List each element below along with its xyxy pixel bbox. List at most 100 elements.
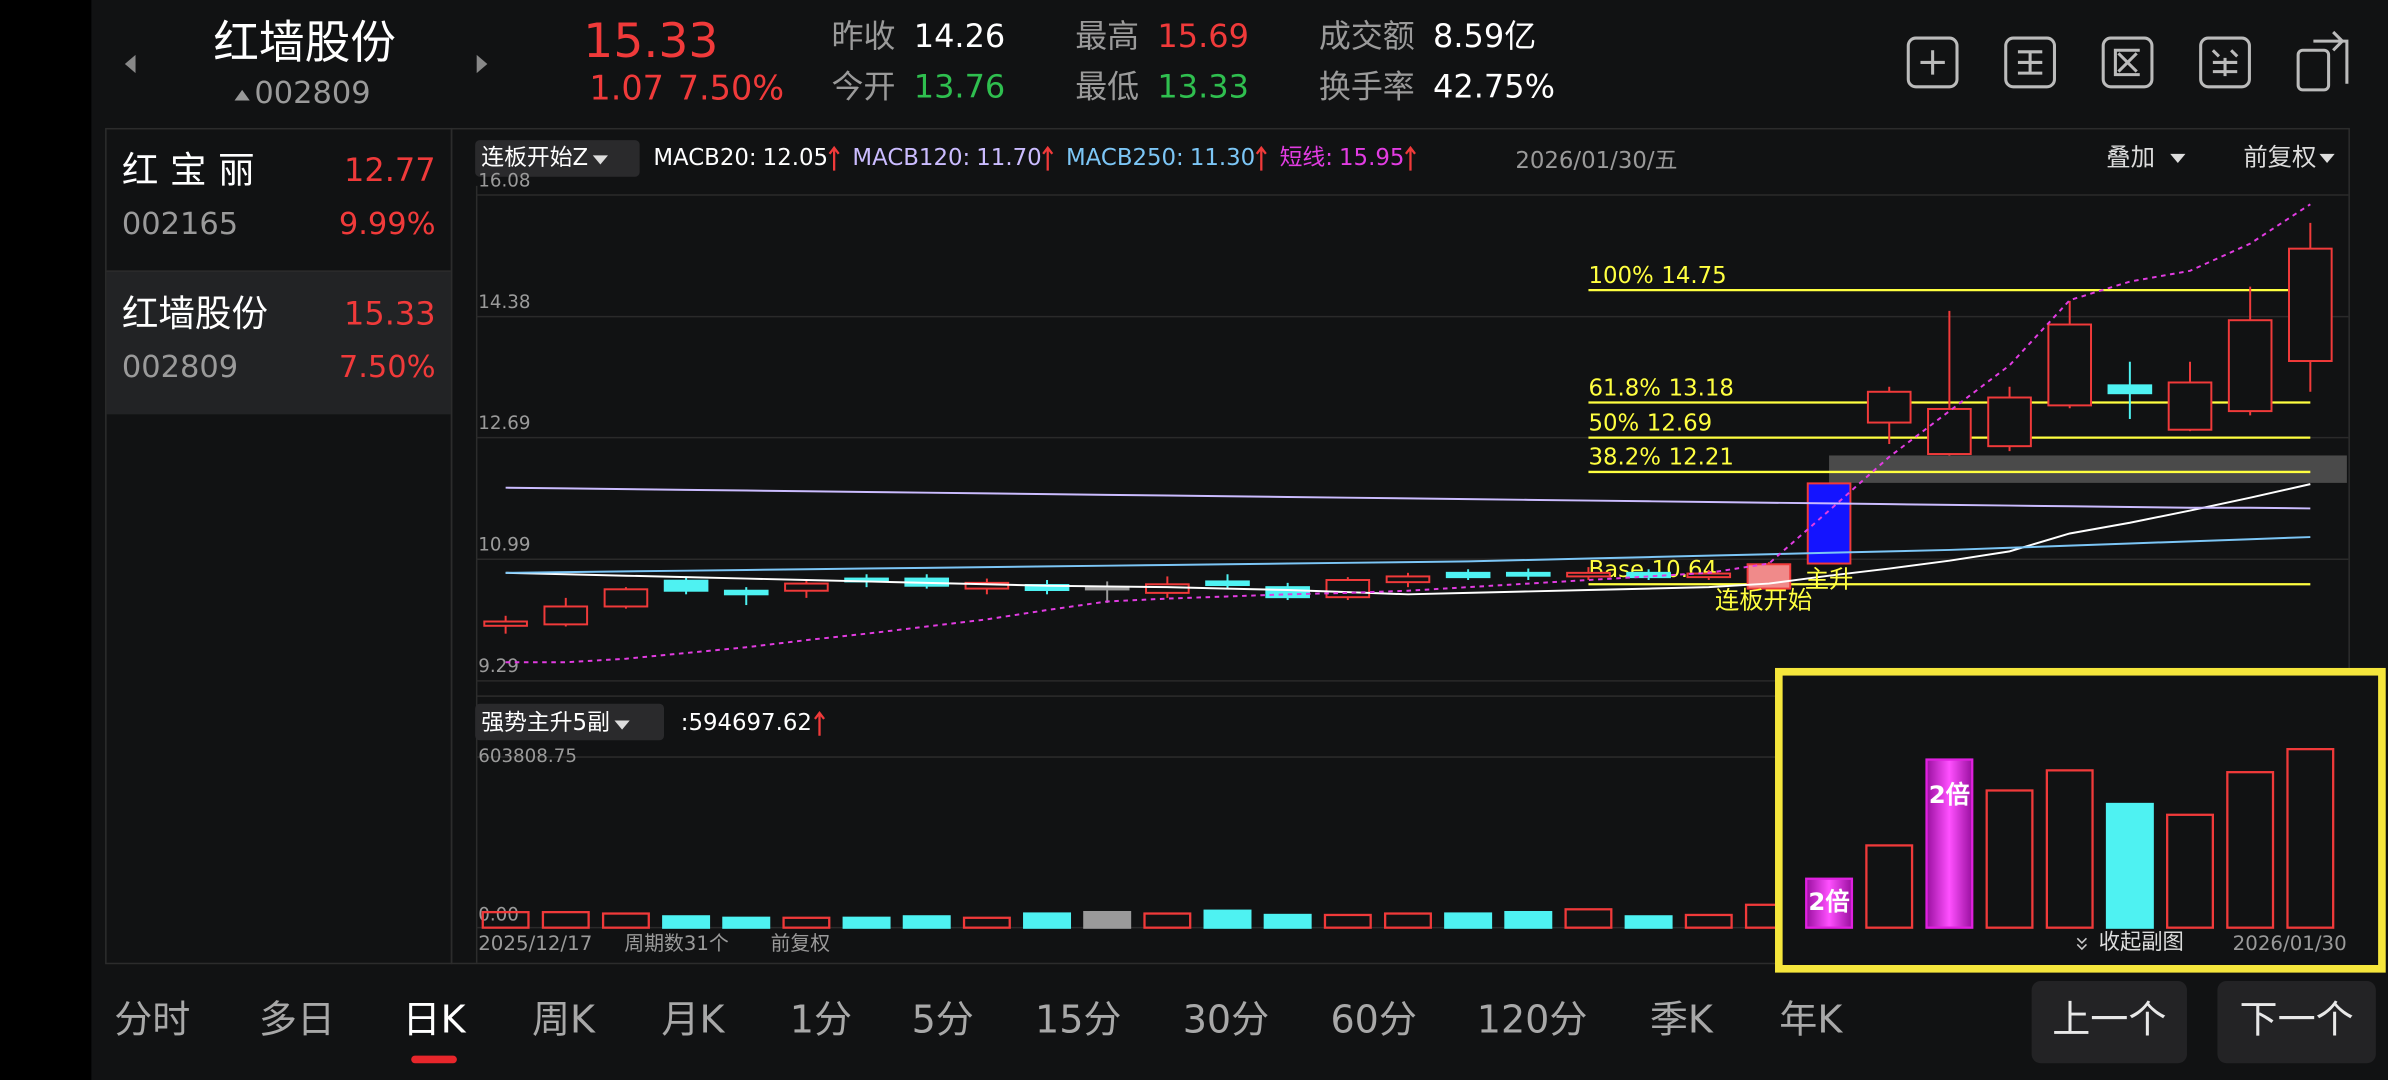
tab[interactable]: 周K (532, 998, 596, 1042)
collapse-label[interactable]: 收起副图 (2099, 930, 2184, 955)
adjust-menu[interactable]: 前复权 (2243, 142, 2316, 171)
ma-line (505, 486, 2311, 510)
volume-bar (722, 916, 771, 929)
stat-label: 最低 (1075, 67, 1139, 105)
indicator-name: 连板开始Z (481, 145, 588, 171)
up-arrow (814, 710, 825, 736)
volume-tick-label: 603808.75 (478, 746, 577, 767)
draw-glyph (2017, 50, 2043, 75)
range-icon[interactable] (2101, 36, 2154, 89)
watch-pct: 9.99% (339, 207, 436, 242)
candle-body (723, 589, 769, 596)
y-tick-label: 9.29 (478, 656, 519, 677)
prev-button-bg[interactable] (2031, 980, 2187, 1064)
next-button-bg[interactable] (2217, 980, 2376, 1064)
volume-bar (1083, 910, 1132, 929)
up-arrow (1255, 145, 1267, 171)
add-icon[interactable] (1906, 36, 1959, 89)
y-tick-label: 14.38 (478, 292, 530, 313)
tab[interactable]: 多日 (259, 998, 335, 1042)
chart-date: 2026/01/30/五 (1515, 148, 1677, 174)
stat-label: 昨收 (832, 17, 896, 55)
candle-body (1686, 572, 1732, 579)
volume-current: :594697.62 (681, 710, 812, 736)
up-arrow (1404, 145, 1416, 171)
tab[interactable]: 1分 (790, 998, 852, 1042)
candle-body (1927, 407, 1972, 456)
stock-code: 002809 (254, 76, 370, 111)
stat-label: 最高 (1075, 17, 1139, 55)
level-value: 10.64 (1652, 557, 1717, 583)
legend-value: 15.95 (1339, 145, 1404, 171)
level-label: 50% (1588, 410, 1639, 436)
tab[interactable]: 5分 (912, 998, 974, 1042)
footer-adjust: 前复权 (771, 932, 831, 955)
tab[interactable]: 年K (1779, 998, 1843, 1042)
phone-icon[interactable] (2296, 48, 2331, 92)
tab[interactable]: 分时 (114, 998, 190, 1042)
stat-value: 14.26 (914, 17, 1006, 55)
watchlist-selected[interactable] (106, 271, 451, 415)
dropdown-caret (592, 155, 608, 165)
legend-name: MACB120: (852, 145, 970, 171)
stat-label: 今开 (832, 67, 896, 105)
y-tick-label: 16.08 (478, 170, 530, 191)
volume-bar (902, 915, 951, 929)
inset-volume-bar (1985, 789, 2034, 929)
tab[interactable]: 120分 (1477, 998, 1588, 1042)
prev-stock-arrow[interactable] (124, 54, 136, 74)
up-arrow (828, 145, 840, 171)
candle-body (1505, 571, 1551, 577)
price: 15.33 (583, 14, 718, 69)
candle-body (1626, 571, 1671, 579)
watch-code: 002809 (122, 350, 238, 385)
tab[interactable]: 15分 (1035, 998, 1121, 1042)
watch-code: 002165 (122, 207, 238, 242)
change: 1.07 (589, 68, 664, 107)
phone-glyph (2313, 30, 2349, 84)
stat-label: 换手率 (1319, 67, 1415, 105)
indicator-select[interactable] (475, 140, 640, 177)
nav-button[interactable]: 上一个 (2052, 998, 2166, 1042)
level-label: Base (1588, 557, 1644, 583)
volume-bar (1203, 909, 1252, 929)
level-value: 14.75 (1661, 263, 1726, 289)
tab[interactable]: 日K (403, 998, 467, 1042)
toolbar (1906, 30, 2349, 92)
inset-volume-bar (2045, 769, 2094, 929)
inset-volume-bar (1865, 844, 1914, 929)
volume-bar (1624, 915, 1673, 929)
volume-indicator-select[interactable] (475, 703, 665, 741)
tab[interactable]: 月K (661, 998, 725, 1042)
volume-bar (1684, 913, 1733, 929)
level-value: 12.21 (1669, 445, 1734, 471)
candle-body (663, 579, 709, 592)
tab[interactable]: 30分 (1183, 998, 1269, 1042)
ma-line (505, 483, 2311, 596)
annotation: 主升 (1805, 564, 1854, 593)
range-glyph (2113, 48, 2140, 77)
y-tick-label: 12.69 (478, 413, 530, 434)
next-stock-arrow[interactable] (476, 54, 488, 74)
tab[interactable]: 季K (1650, 998, 1714, 1042)
inset-volume-bar (2166, 813, 2215, 929)
active-tab-underline (411, 1055, 457, 1064)
inset-volume-bar (1805, 877, 1854, 929)
volume-tick-label: 0.00 (478, 904, 519, 925)
volume-bar (1143, 912, 1192, 929)
volume-bar (962, 916, 1011, 929)
stat-value: 13.33 (1157, 67, 1249, 105)
nav-button[interactable]: 下一个 (2240, 998, 2354, 1042)
chips-icon[interactable] (2199, 36, 2251, 89)
inset-volume-bar (2105, 802, 2154, 929)
legend-name: MACB250: (1066, 145, 1184, 171)
overlay-menu[interactable]: 叠加 (2106, 142, 2155, 171)
tab[interactable]: 60分 (1330, 998, 1416, 1042)
draw-icon[interactable] (2004, 36, 2056, 89)
watch-name: 红 宝 丽 (122, 149, 255, 192)
candle-body (1145, 583, 1190, 594)
ma-line (505, 536, 2311, 574)
candle-body (2227, 319, 2273, 413)
